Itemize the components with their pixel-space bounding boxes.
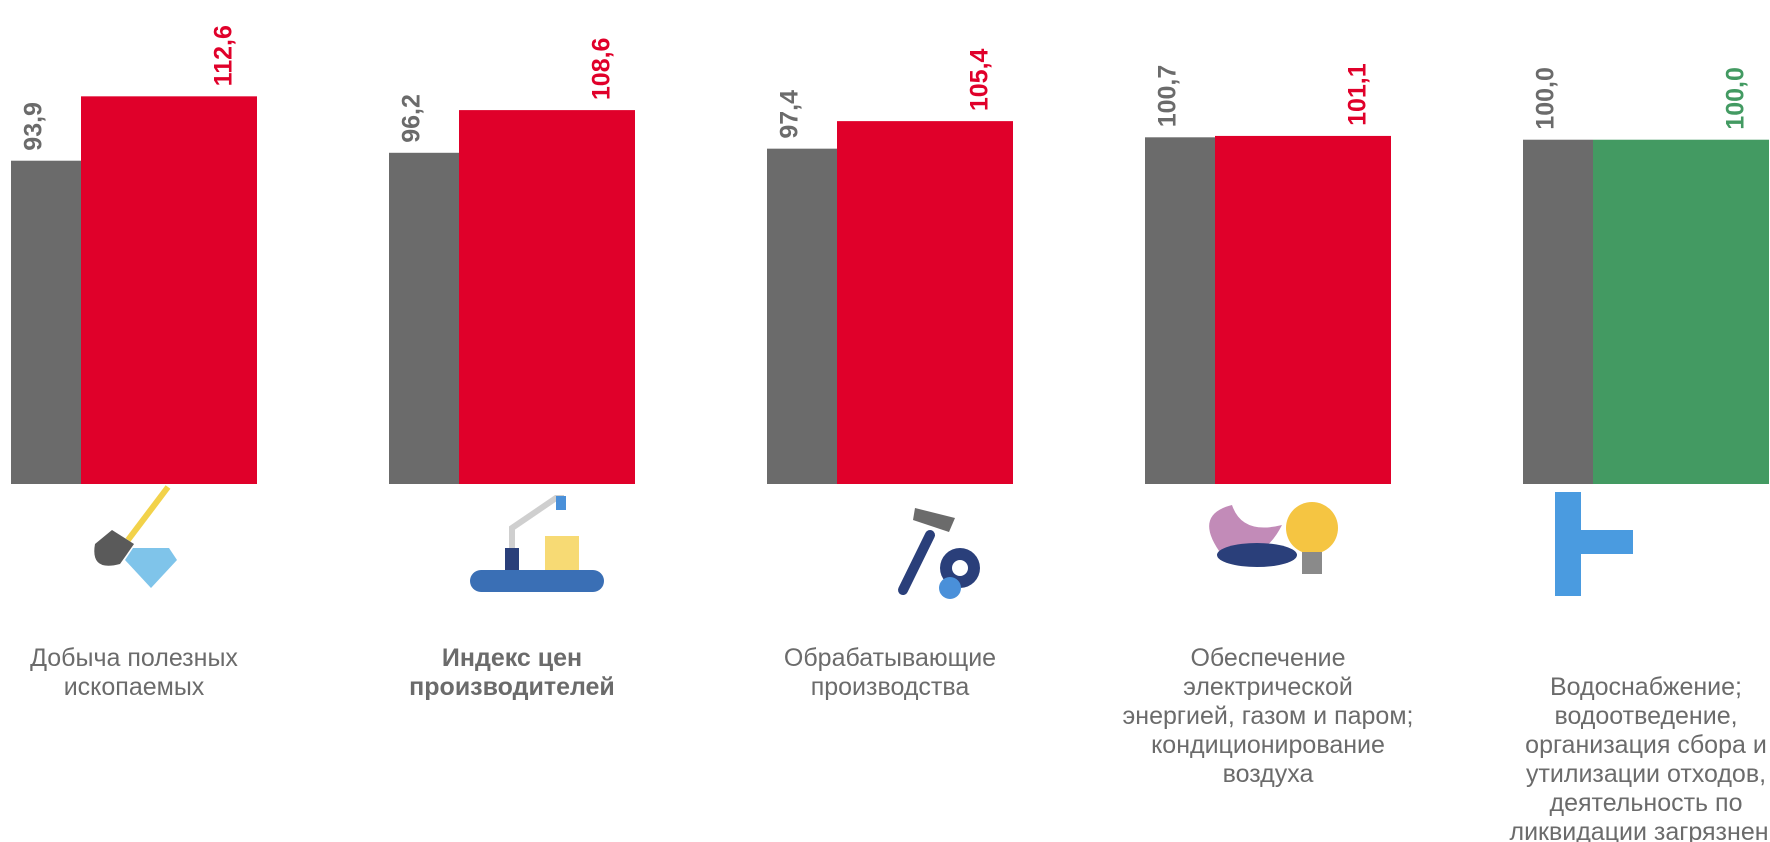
- value-label: 100,7: [1154, 65, 1182, 128]
- category-label: Обеспечение: [1190, 644, 1345, 672]
- category-label: Добыча полезных: [30, 644, 238, 672]
- bar: [837, 121, 1013, 484]
- bar: [459, 110, 635, 484]
- category-label: ископаемых: [64, 673, 205, 701]
- value-label: 101,1: [1344, 63, 1372, 126]
- icon-factory: [470, 495, 604, 592]
- category-label: утилизации отходов,: [1526, 760, 1766, 788]
- category-label: Индекс цен: [442, 644, 582, 672]
- category-label: ликвидации загрязнени: [1509, 818, 1770, 842]
- category-label: электрической: [1183, 673, 1353, 701]
- bar: [1523, 139, 1593, 484]
- value-label: 97,4: [776, 90, 804, 139]
- icon-mining: [94, 485, 177, 588]
- icon-manufacturing: [898, 508, 980, 599]
- icon-energy: [1209, 502, 1338, 574]
- category-label: энергией, газом и паром;: [1123, 702, 1414, 730]
- bar: [389, 152, 459, 484]
- category-label: Обрабатывающие: [784, 644, 996, 672]
- category-label: производителей: [409, 673, 615, 701]
- value-label: 108,6: [588, 38, 616, 101]
- category-label: производства: [811, 673, 970, 701]
- icon-water: [1555, 492, 1633, 596]
- bar: [81, 96, 257, 484]
- category-label: кондиционирование: [1151, 731, 1385, 759]
- value-label: 112,6: [210, 25, 238, 86]
- category-label: деятельность по: [1550, 789, 1743, 817]
- value-label: 100,0: [1722, 67, 1750, 130]
- category-label: Водоснабжение;: [1550, 673, 1742, 701]
- value-label: 96,2: [398, 94, 426, 143]
- category-label: организация сбора и: [1525, 731, 1767, 759]
- bar: [1145, 137, 1215, 484]
- value-label: 100,0: [1532, 67, 1560, 130]
- bar: [1215, 135, 1391, 485]
- bar: [1593, 139, 1769, 484]
- category-label: водоотведение,: [1554, 702, 1737, 730]
- bar: [11, 160, 81, 485]
- bar: [767, 148, 837, 484]
- icons: [94, 485, 1633, 599]
- category-label: воздуха: [1223, 760, 1314, 788]
- value-label: 105,4: [966, 48, 994, 111]
- value-label: 93,9: [20, 102, 48, 151]
